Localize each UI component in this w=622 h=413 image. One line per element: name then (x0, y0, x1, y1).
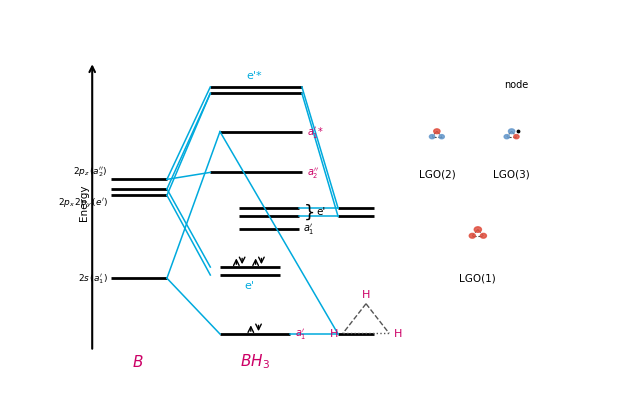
Ellipse shape (474, 227, 481, 233)
Text: e': e' (316, 206, 325, 216)
Text: $a_1^{\prime}$: $a_1^{\prime}$ (295, 327, 306, 342)
Text: $2p_z\,(a_2^{\prime\prime})$: $2p_z\,(a_2^{\prime\prime})$ (73, 166, 108, 179)
Ellipse shape (480, 234, 486, 239)
Text: Energy: Energy (78, 184, 88, 221)
Text: $2s\,(a_1^\prime)$: $2s\,(a_1^\prime)$ (78, 272, 108, 285)
Ellipse shape (508, 130, 515, 134)
Ellipse shape (514, 135, 519, 140)
Text: H: H (394, 329, 402, 339)
Text: e'*: e'* (246, 71, 261, 81)
Text: node: node (504, 79, 529, 89)
Text: H: H (362, 290, 370, 299)
Text: BH$_3$: BH$_3$ (240, 352, 270, 370)
Text: $a_1^{\prime}$*: $a_1^{\prime}$* (307, 125, 324, 140)
Ellipse shape (469, 234, 475, 239)
Text: LGO(3): LGO(3) (493, 169, 530, 179)
Text: e': e' (245, 281, 255, 291)
Ellipse shape (504, 135, 509, 140)
Text: $a_1^{\prime}$: $a_1^{\prime}$ (304, 222, 315, 237)
Ellipse shape (429, 135, 435, 140)
Text: $a_2^{\prime\prime}$: $a_2^{\prime\prime}$ (307, 166, 319, 180)
Text: LGO(1): LGO(1) (460, 273, 496, 283)
Text: B: B (132, 354, 143, 369)
Text: }: } (304, 203, 315, 221)
Ellipse shape (434, 130, 440, 134)
Text: $2p_x\,2p_y\,(e^\prime)$: $2p_x\,2p_y\,(e^\prime)$ (58, 197, 108, 210)
Ellipse shape (439, 135, 444, 140)
Text: H: H (330, 329, 338, 339)
Text: LGO(2): LGO(2) (419, 169, 455, 179)
